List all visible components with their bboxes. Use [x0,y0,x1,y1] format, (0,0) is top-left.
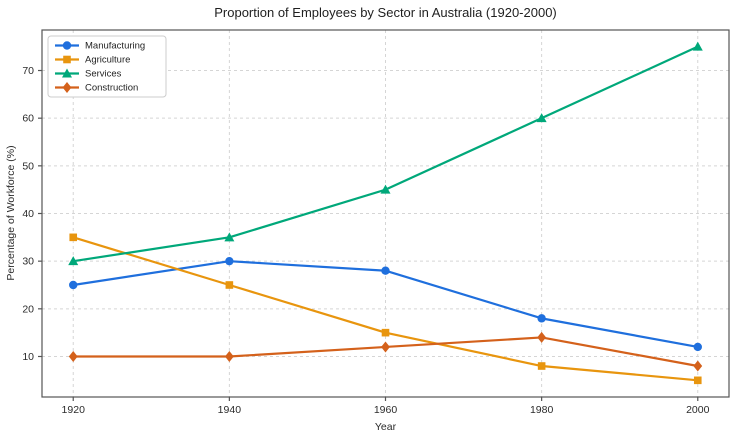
marker-manufacturing-1980 [537,314,546,323]
legend-label-construction: Construction [85,83,138,94]
legend-marker-construction [62,82,72,93]
x-tick-label-1960: 1960 [374,404,398,416]
marker-agriculture-1920 [69,233,78,242]
marker-construction-1920 [68,350,78,362]
marker-agriculture-2000 [693,376,702,385]
marker-services-1980 [536,113,547,123]
marker-construction-1940 [224,350,234,362]
x-tick-label-1980: 1980 [530,404,554,416]
y-tick-label-70: 70 [22,65,34,77]
legend-label-services: Services [85,69,122,80]
marker-services-2000 [692,41,703,51]
y-tick-label-40: 40 [22,208,34,220]
marker-services-1960 [380,184,391,194]
marker-agriculture-1940 [225,281,234,289]
marker-manufacturing-1940 [225,256,234,266]
marker-services-1920 [68,256,79,266]
marker-services-1940 [224,232,235,242]
x-tick-label-1920: 1920 [62,404,86,416]
marker-construction-1980 [537,331,547,343]
legend-marker-services [62,68,72,78]
marker-agriculture-1960 [381,328,390,337]
x-tick-label-2000: 2000 [686,404,710,416]
y-tick-label-10: 10 [22,351,34,363]
legend-marker-manufacturing [62,41,72,50]
legend-label-agriculture: Agriculture [85,55,130,66]
marker-manufacturing-1960 [381,266,390,275]
x-axis-label: Year [374,421,397,433]
y-tick-label-60: 60 [22,113,34,125]
legend-marker-agriculture [63,55,71,64]
marker-construction-1960 [381,341,390,353]
y-tick-label-30: 30 [22,256,34,268]
marker-agriculture-1980 [537,362,546,370]
legend [47,35,167,98]
chart-title: Proportion of Employees by Sector in Aus… [214,5,557,20]
legend-label-manufacturing: Manufacturing [85,41,145,52]
marker-manufacturing-1920 [69,280,78,290]
y-tick-label-20: 20 [22,303,34,315]
marker-construction-2000 [693,360,703,372]
y-tick-label-50: 50 [22,160,34,172]
x-tick-label-1940: 1940 [218,404,242,416]
marker-manufacturing-2000 [693,342,702,352]
